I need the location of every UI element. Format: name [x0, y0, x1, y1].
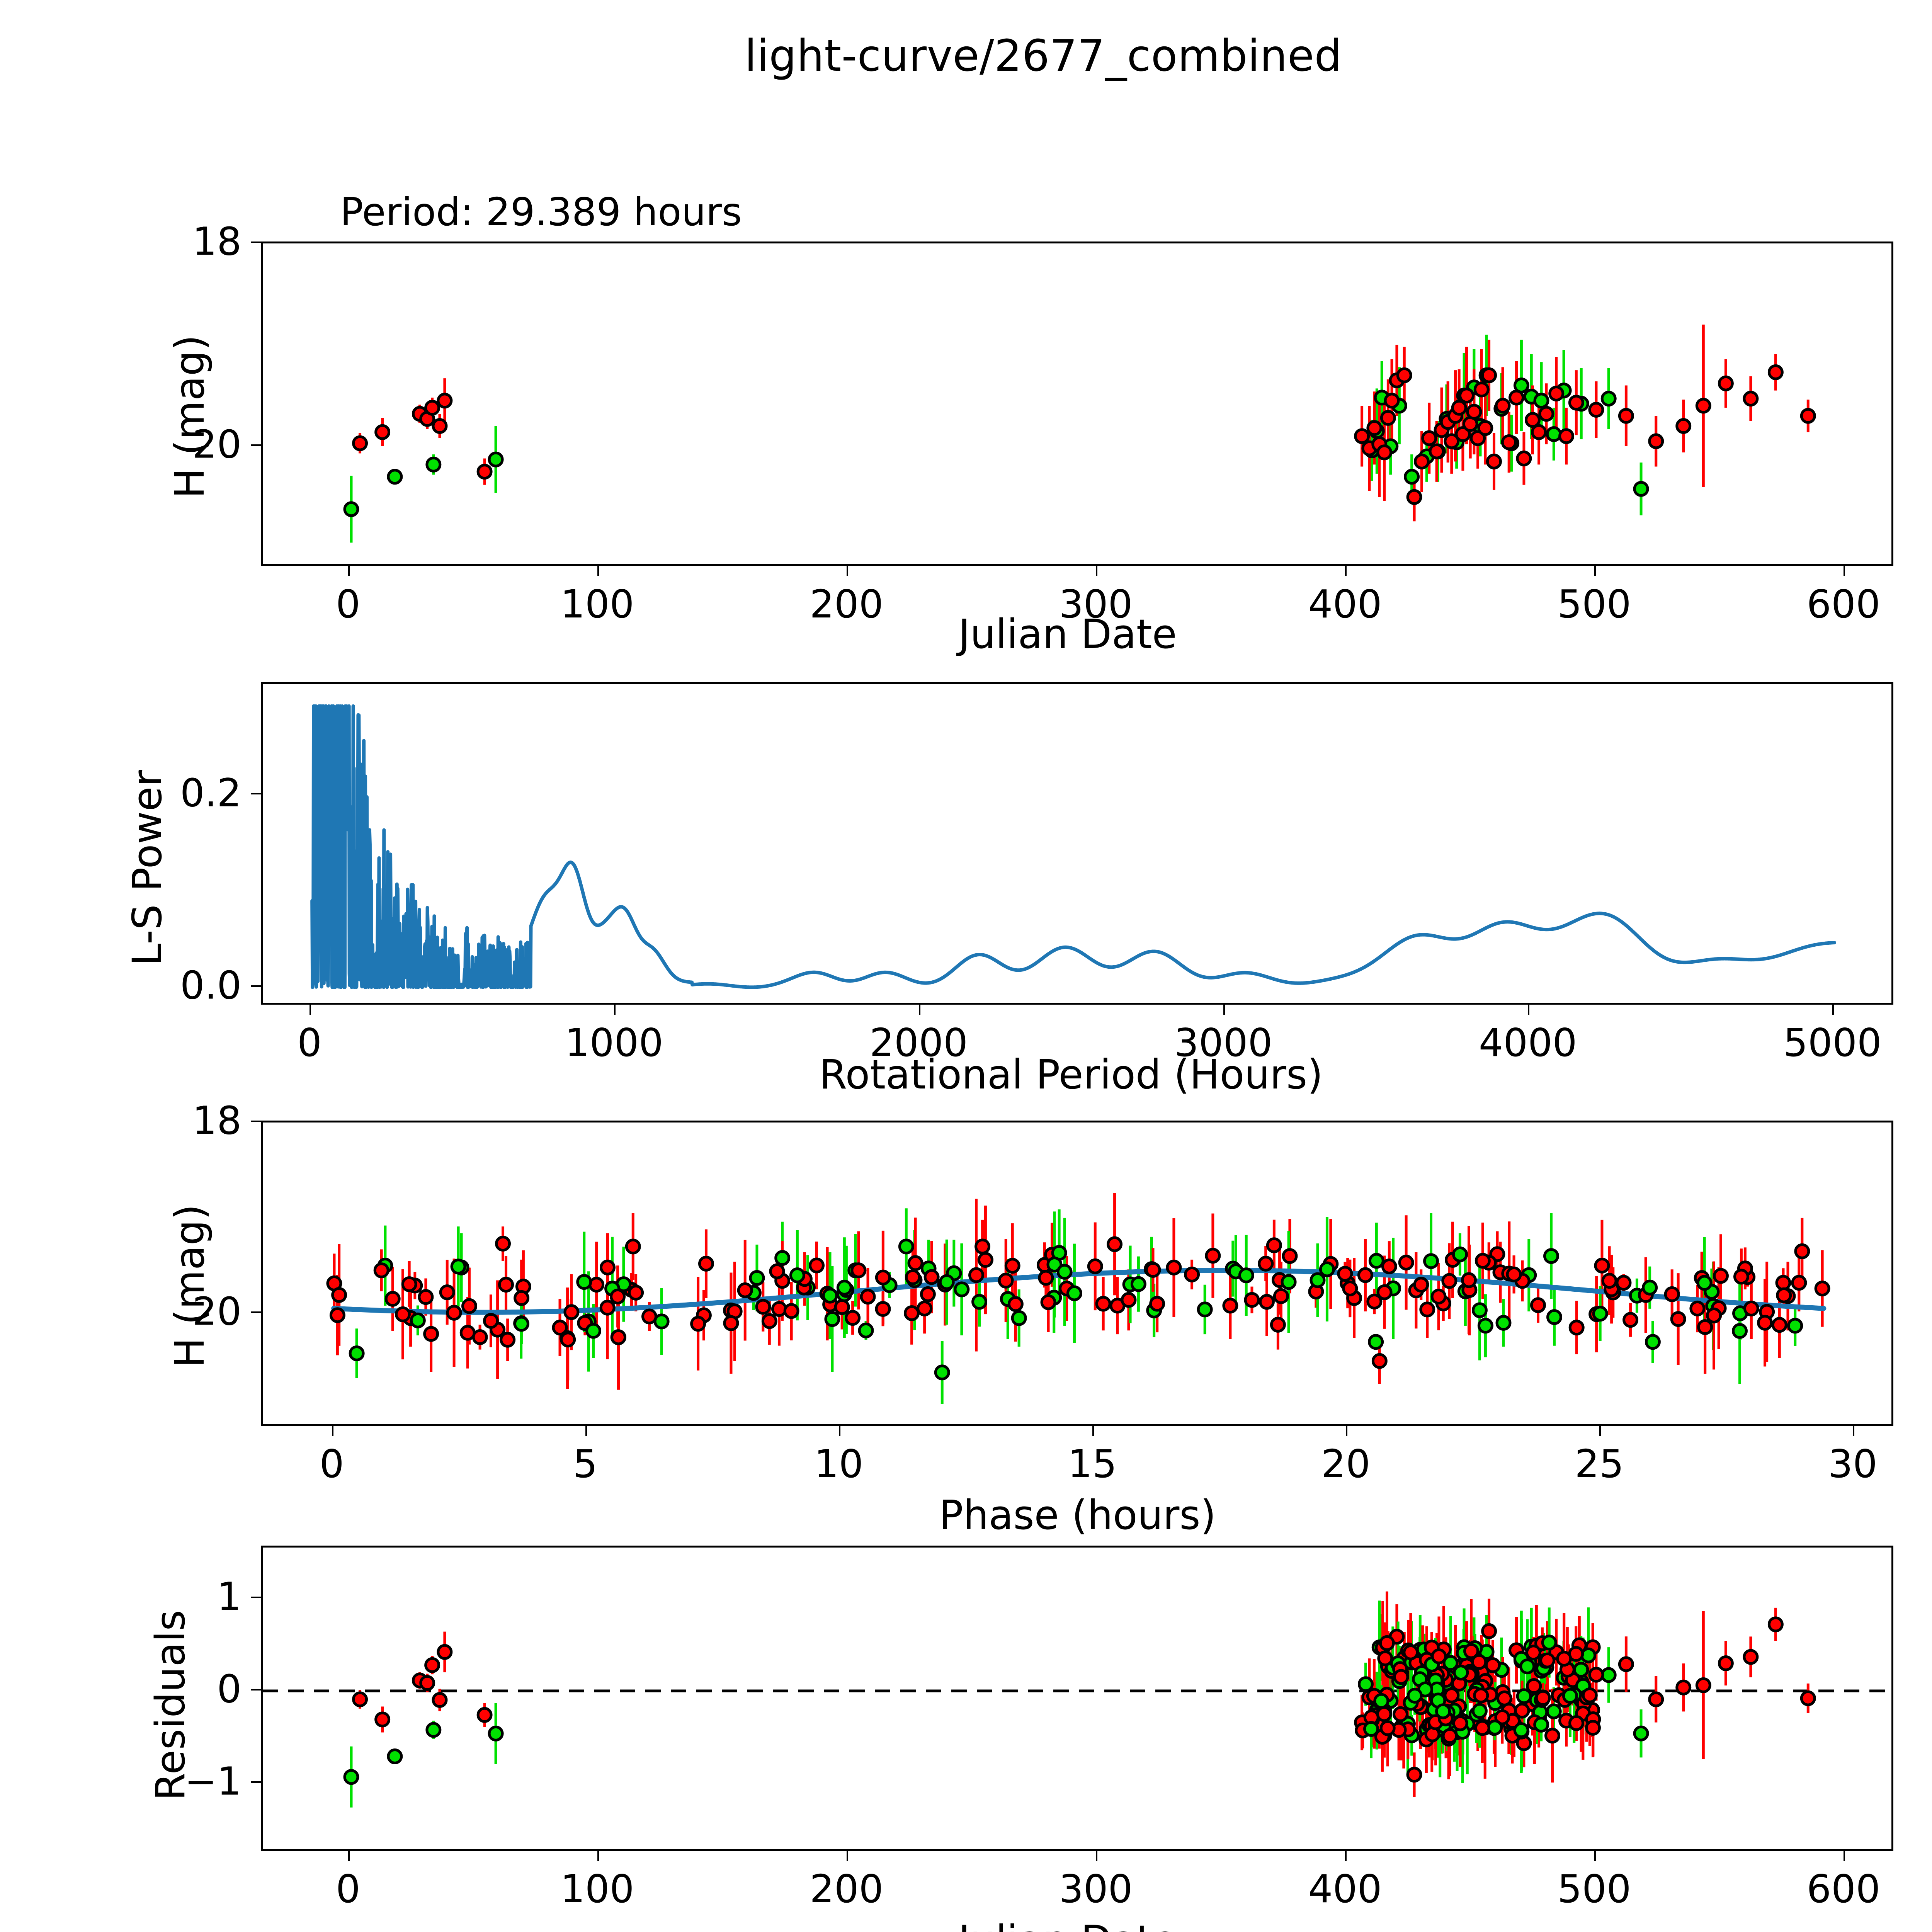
x-tick-label: 500: [1557, 582, 1631, 627]
y-tick-mark: [251, 1781, 261, 1783]
x-tick-label: 5000: [1783, 1020, 1882, 1065]
y-tick-mark: [251, 1596, 261, 1598]
x-tick-mark: [918, 1005, 920, 1015]
x-tick-mark: [846, 1851, 848, 1861]
x-tick-label: 25: [1575, 1441, 1624, 1486]
x-tick-mark: [1594, 566, 1596, 576]
x-tick-label: 4000: [1478, 1020, 1577, 1065]
y-tick-mark: [251, 1689, 261, 1691]
x-tick-label: 200: [810, 1866, 884, 1912]
panel4-x-axis-label: Julian Date: [958, 1917, 1177, 1932]
x-tick-label: 10: [814, 1441, 864, 1486]
panel3-y-axis-label: H (mag): [166, 1204, 213, 1368]
x-tick-label: 600: [1806, 1866, 1881, 1912]
x-tick-label: 400: [1308, 1866, 1382, 1912]
x-tick-label: 2000: [869, 1020, 968, 1065]
x-tick-label: 5: [573, 1441, 598, 1486]
x-tick-mark: [1853, 1426, 1855, 1436]
y-tick-label: −1: [184, 1759, 242, 1804]
x-tick-label: 400: [1308, 582, 1382, 627]
panel-lightcurve-time: [261, 242, 1893, 566]
x-tick-label: 30: [1828, 1441, 1878, 1486]
y-tick-label: 18: [192, 1098, 242, 1143]
x-tick-label: 1000: [565, 1020, 663, 1065]
y-tick-label: 1: [217, 1574, 242, 1619]
x-tick-mark: [348, 566, 350, 576]
x-tick-mark: [1345, 1851, 1347, 1861]
x-tick-label: 0: [319, 1441, 344, 1486]
x-tick-mark: [1223, 1005, 1225, 1015]
panel1-y-axis-label: H (mag): [166, 335, 213, 498]
x-tick-mark: [1599, 1426, 1601, 1436]
x-tick-label: 200: [810, 582, 884, 627]
x-tick-mark: [597, 566, 599, 576]
panel1-period-annotation: Period: 29.389 hours: [340, 189, 742, 235]
x-tick-label: 100: [560, 1866, 634, 1912]
y-tick-mark: [251, 985, 261, 987]
panel2-x-axis-label: Rotational Period (Hours): [819, 1051, 1323, 1098]
panel-phase-folded: [261, 1121, 1893, 1426]
x-tick-mark: [310, 1005, 311, 1015]
y-tick-mark: [251, 444, 261, 446]
x-tick-mark: [1843, 566, 1845, 576]
y-tick-label: 0: [217, 1666, 242, 1712]
panel-residuals: [261, 1546, 1895, 1851]
x-tick-label: 20: [1321, 1441, 1371, 1486]
x-tick-label: 500: [1557, 1866, 1631, 1912]
panel-periodogram: [261, 682, 1893, 1005]
x-tick-label: 600: [1806, 582, 1881, 627]
x-tick-mark: [1095, 566, 1097, 576]
x-tick-label: 0: [335, 1866, 361, 1912]
x-tick-label: 0: [297, 1020, 322, 1065]
x-tick-mark: [838, 1426, 840, 1436]
panel1-x-axis-label: Julian Date: [958, 611, 1177, 658]
x-tick-label: 100: [560, 582, 634, 627]
x-tick-mark: [585, 1426, 587, 1436]
x-tick-mark: [1832, 1005, 1834, 1015]
x-tick-mark: [1092, 1426, 1094, 1436]
y-tick-mark: [251, 242, 261, 243]
x-tick-label: 300: [1059, 582, 1133, 627]
x-tick-label: 0: [335, 582, 361, 627]
x-tick-mark: [348, 1851, 350, 1861]
y-tick-mark: [251, 793, 261, 794]
figure-title: light-curve/2677_combined: [744, 31, 1342, 81]
y-tick-label: 18: [192, 219, 242, 264]
x-tick-mark: [846, 566, 848, 576]
y-tick-label: 0.2: [180, 770, 242, 816]
x-tick-mark: [332, 1426, 333, 1436]
y-tick-label: 0.0: [180, 963, 242, 1008]
x-tick-mark: [614, 1005, 616, 1015]
x-tick-label: 3000: [1174, 1020, 1273, 1065]
x-tick-mark: [1095, 1851, 1097, 1861]
x-tick-mark: [1528, 1005, 1530, 1015]
x-tick-mark: [1345, 1426, 1347, 1436]
x-tick-mark: [597, 1851, 599, 1861]
x-tick-label: 15: [1068, 1441, 1117, 1486]
x-tick-mark: [1594, 1851, 1596, 1861]
y-tick-label: 20: [192, 422, 242, 467]
panel3-x-axis-label: Phase (hours): [939, 1492, 1216, 1539]
y-tick-label: 20: [192, 1289, 242, 1334]
y-tick-mark: [251, 1121, 261, 1122]
x-tick-mark: [1345, 566, 1347, 576]
x-tick-label: 300: [1059, 1866, 1133, 1912]
y-tick-mark: [251, 1311, 261, 1313]
x-tick-mark: [1843, 1851, 1845, 1861]
